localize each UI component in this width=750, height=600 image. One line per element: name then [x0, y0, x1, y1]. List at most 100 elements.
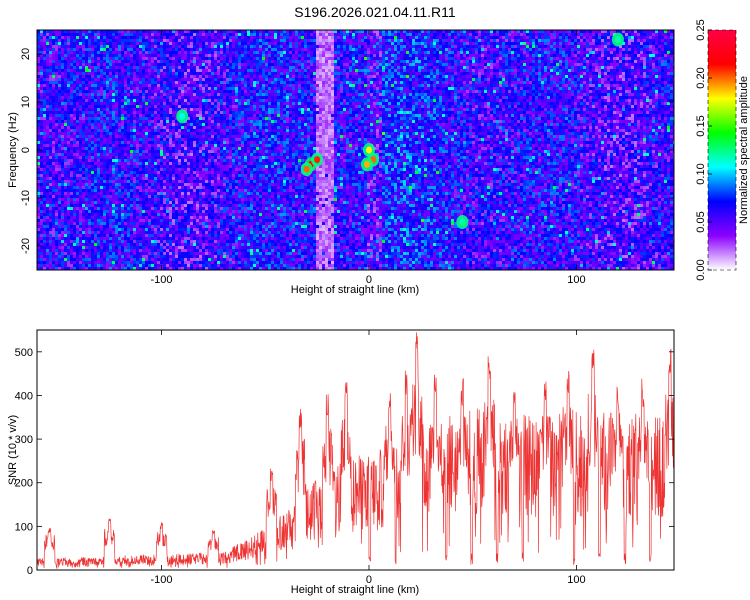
- heatmap-cell: [466, 39, 470, 43]
- heatmap-cell: [652, 87, 656, 91]
- heatmap-cell: [526, 90, 530, 94]
- heatmap-cell: [112, 39, 116, 43]
- heatmap-cell: [640, 93, 644, 97]
- heatmap-cell: [565, 60, 569, 64]
- heatmap-cell: [79, 69, 83, 73]
- heatmap-cell: [631, 84, 635, 88]
- heatmap-cell: [100, 72, 104, 76]
- heatmap-cell: [484, 57, 488, 61]
- heatmap-cell: [199, 87, 203, 91]
- heatmap-cell: [202, 30, 206, 34]
- heatmap-cell: [112, 60, 116, 64]
- heatmap-cell: [280, 69, 284, 73]
- heatmap-cell: [343, 33, 347, 37]
- heatmap-cell: [265, 42, 269, 46]
- heatmap-cell: [424, 81, 428, 85]
- heatmap-cell: [160, 39, 164, 43]
- heatmap-cell: [520, 75, 524, 79]
- heatmap-cell: [568, 36, 572, 40]
- heatmap-cell: [241, 51, 245, 55]
- heatmap-cell: [64, 33, 68, 37]
- heatmap-cell: [385, 69, 389, 73]
- heatmap-cell: [334, 87, 338, 91]
- heatmap-cell: [190, 90, 194, 94]
- heatmap-cell: [595, 54, 599, 58]
- heatmap-cell: [448, 75, 452, 79]
- heatmap-cell: [580, 81, 584, 85]
- heatmap-cell: [634, 54, 638, 58]
- heatmap-cell: [607, 81, 611, 85]
- heatmap-cell: [220, 36, 224, 40]
- heatmap-cell: [103, 36, 107, 40]
- heatmap-cell: [652, 72, 656, 76]
- heatmap-cell: [604, 90, 608, 94]
- heatmap-cell: [199, 75, 203, 79]
- heatmap-cell: [91, 33, 95, 37]
- heatmap-cell: [505, 75, 509, 79]
- heatmap-cell: [394, 54, 398, 58]
- heatmap-cell: [607, 75, 611, 79]
- heatmap-cell: [151, 39, 155, 43]
- heatmap-cell: [40, 39, 44, 43]
- heatmap-cell: [574, 66, 578, 70]
- heatmap-cell: [112, 66, 116, 70]
- heatmap-cell: [55, 57, 59, 61]
- heatmap-cell: [121, 54, 125, 58]
- heatmap-cell: [43, 75, 47, 79]
- heatmap-cell: [547, 66, 551, 70]
- heatmap-cell: [124, 84, 128, 88]
- heatmap-cell: [127, 81, 131, 85]
- heatmap-cell: [136, 87, 140, 91]
- heatmap-cell: [346, 69, 350, 73]
- heatmap-cell: [307, 33, 311, 37]
- heatmap-cell: [625, 39, 629, 43]
- heatmap-cell: [337, 75, 341, 79]
- heatmap-cell: [130, 60, 134, 64]
- heatmap-cell: [481, 87, 485, 91]
- heatmap-cell: [457, 60, 461, 64]
- heatmap-cell: [370, 81, 374, 85]
- heatmap-cell: [277, 66, 281, 70]
- heatmap-cell: [502, 75, 506, 79]
- heatmap-cell: [283, 75, 287, 79]
- heatmap-cell: [40, 33, 44, 37]
- heatmap-cell: [508, 90, 512, 94]
- heatmap-cell: [589, 72, 593, 76]
- heatmap-cell: [181, 66, 185, 70]
- heatmap-cell: [130, 87, 134, 91]
- heatmap-cell: [265, 87, 269, 91]
- heatmap-cell: [235, 90, 239, 94]
- heatmap-cell: [376, 72, 380, 76]
- heatmap-cell: [436, 78, 440, 82]
- heatmap-cell: [595, 48, 599, 52]
- heatmap-cell: [628, 51, 632, 55]
- heatmap-cell: [226, 51, 230, 55]
- heatmap-cell: [412, 84, 416, 88]
- heatmap-cell: [106, 75, 110, 79]
- heatmap-cell: [583, 90, 587, 94]
- heatmap-cell: [640, 63, 644, 67]
- heatmap-cell: [256, 57, 260, 61]
- heatmap-cell: [238, 63, 242, 67]
- heatmap-cell: [247, 63, 251, 67]
- heatmap-cell: [520, 69, 524, 73]
- heatmap-cell: [238, 90, 242, 94]
- heatmap-cell: [472, 75, 476, 79]
- heatmap-cell: [493, 42, 497, 46]
- heatmap-cell: [403, 69, 407, 73]
- heatmap-cell: [151, 99, 155, 103]
- heatmap-cell: [622, 84, 626, 88]
- heatmap-cell: [73, 66, 77, 70]
- heatmap-cell: [232, 96, 236, 100]
- heatmap-cell: [238, 33, 242, 37]
- heatmap-cell: [616, 75, 620, 79]
- heatmap-cell: [562, 45, 566, 49]
- heatmap-cell: [178, 72, 182, 76]
- heatmap-cell: [574, 42, 578, 46]
- heatmap-cell: [346, 45, 350, 49]
- heatmap-cell: [496, 54, 500, 58]
- heatmap-cell: [103, 84, 107, 88]
- heatmap-cell: [568, 54, 572, 58]
- heatmap-cell: [382, 36, 386, 40]
- heatmap-cell: [205, 30, 209, 34]
